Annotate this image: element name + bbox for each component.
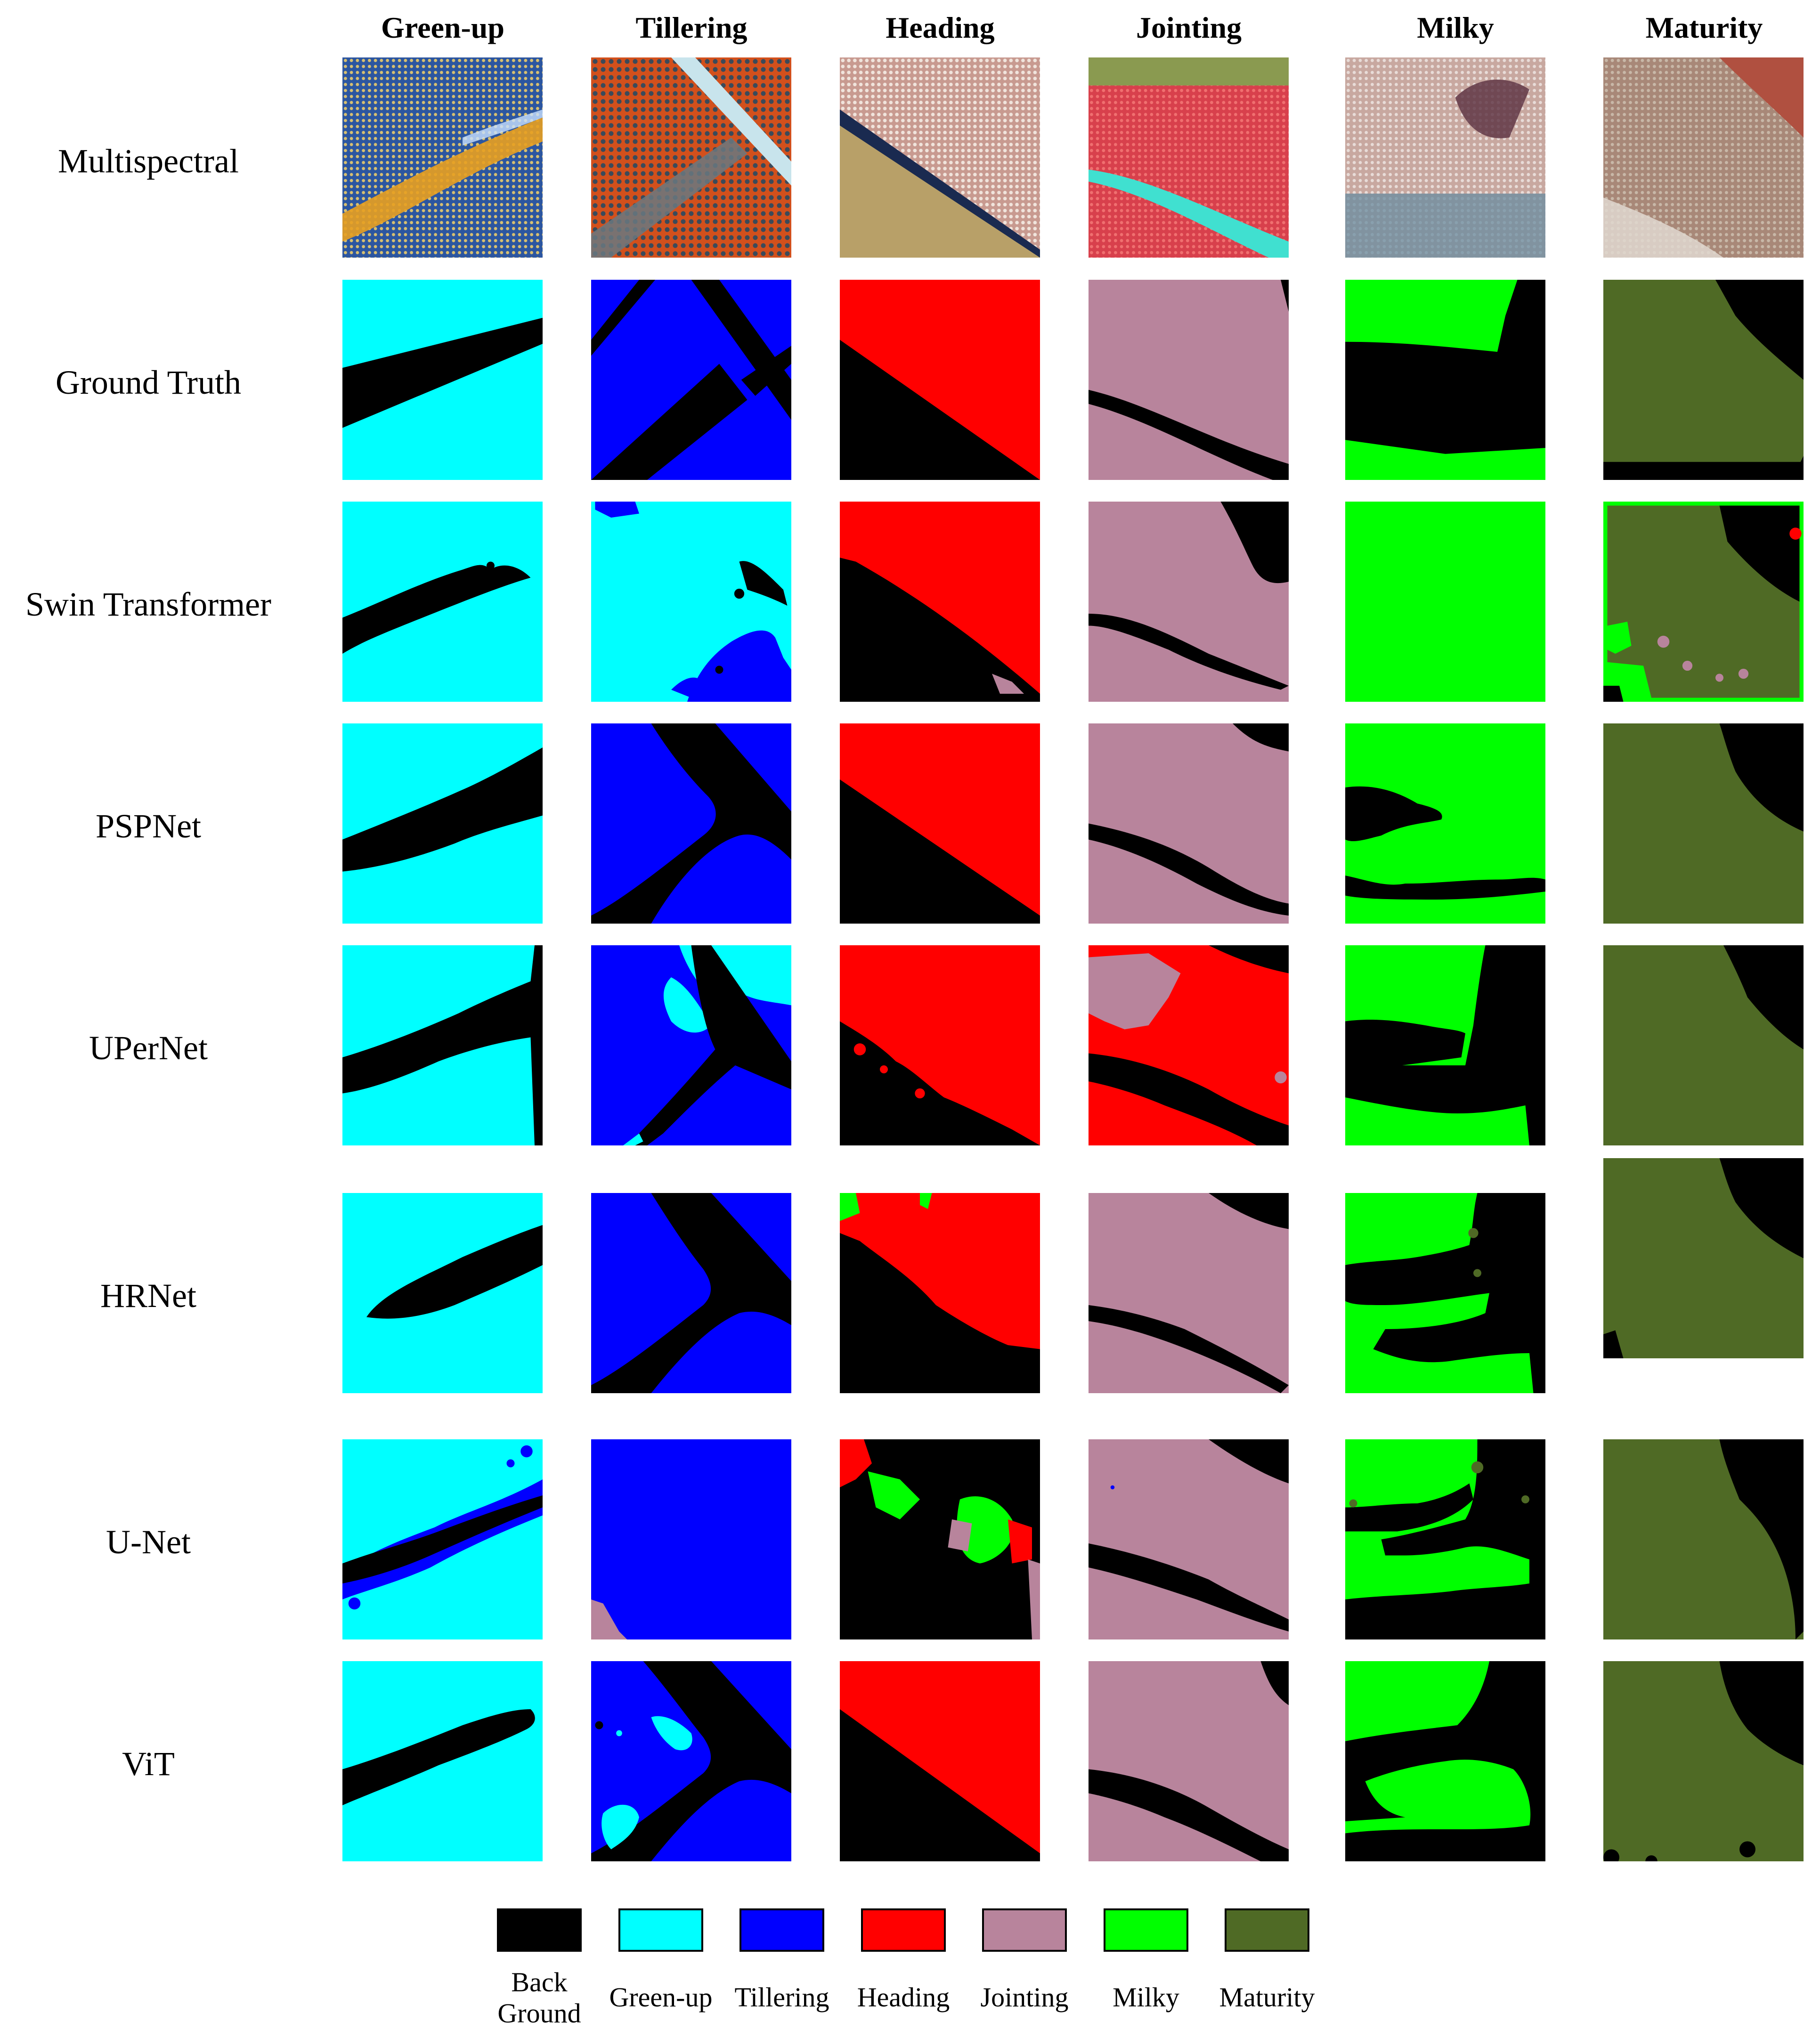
ground-truth-green-up — [342, 280, 543, 480]
row-label-multispectral: Multispectral — [58, 142, 239, 180]
legend-swatch-jointing — [982, 1908, 1067, 1952]
legend-swatch-maturity — [1225, 1908, 1309, 1952]
swin-transformer-jointing — [1089, 502, 1289, 702]
legend-label-tillering: Tillering — [734, 1982, 829, 2013]
upernet-jointing — [1089, 945, 1289, 1145]
pspnet-milky — [1345, 723, 1545, 924]
row-label-vit: ViT — [122, 1745, 175, 1783]
legend-swatch-heading — [861, 1908, 946, 1952]
vit-heading — [840, 1661, 1040, 1861]
legend-label-background-line2: Ground — [497, 1998, 581, 2029]
vit-green-up — [342, 1661, 543, 1861]
column-header-green-up: Green-up — [381, 11, 504, 44]
legend-label-heading: Heading — [857, 1982, 950, 2013]
swin-transformer-milky — [1345, 502, 1545, 702]
vit-jointing — [1089, 1661, 1289, 1861]
u-net-jointing — [1089, 1439, 1289, 1639]
hrnet-jointing — [1089, 1193, 1289, 1393]
pspnet-green-up — [342, 723, 543, 924]
hrnet-tillering — [591, 1193, 791, 1393]
column-header-milky: Milky — [1417, 11, 1494, 44]
ground-truth-maturity — [1603, 280, 1804, 480]
column-header-tillering: Tillering — [635, 11, 748, 44]
ground-truth-heading — [840, 280, 1040, 480]
multispectral-image-tillering — [591, 57, 791, 258]
u-net-tillering — [591, 1439, 791, 1639]
legend-swatch-background — [497, 1908, 582, 1952]
row-label-upernet: UPerNet — [89, 1029, 208, 1067]
vit-milky — [1345, 1661, 1545, 1861]
pspnet-tillering — [591, 723, 791, 924]
pspnet-maturity — [1603, 723, 1804, 924]
legend-label-maturity: Maturity — [1219, 1982, 1315, 2013]
u-net-milky — [1345, 1439, 1545, 1639]
upernet-heading — [840, 945, 1040, 1145]
upernet-tillering — [591, 945, 791, 1145]
hrnet-maturity — [1603, 1158, 1804, 1358]
multispectral-image-heading — [840, 57, 1040, 258]
legend-label-background: Back Ground — [473, 1967, 605, 2029]
legend-swatch-tillering — [739, 1908, 824, 1952]
column-header-maturity: Maturity — [1645, 11, 1763, 44]
vit-maturity — [1603, 1661, 1804, 1861]
u-net-maturity — [1603, 1439, 1804, 1639]
pspnet-heading — [840, 723, 1040, 924]
multispectral-image-jointing — [1089, 57, 1289, 258]
row-label-hrnet: HRNet — [100, 1277, 196, 1315]
upernet-maturity — [1603, 945, 1804, 1145]
legend-swatch-milky — [1104, 1908, 1188, 1952]
row-label-pspnet: PSPNet — [95, 807, 202, 845]
legend-label-jointing: Jointing — [980, 1982, 1069, 2013]
legend-swatch-green-up — [618, 1908, 703, 1952]
swin-transformer-green-up — [342, 502, 543, 702]
row-label-ground-truth: Ground Truth — [55, 364, 242, 401]
multispectral-image-green-up — [342, 57, 543, 258]
upernet-green-up — [342, 945, 543, 1145]
legend-label-milky: Milky — [1113, 1982, 1179, 2013]
swin-transformer-heading — [840, 502, 1040, 702]
u-net-heading — [840, 1439, 1040, 1639]
column-header-heading: Heading — [886, 11, 995, 44]
u-net-green-up — [342, 1439, 543, 1639]
hrnet-green-up — [342, 1193, 543, 1393]
column-header-jointing: Jointing — [1136, 11, 1242, 44]
legend-label-background-line1: Back — [511, 1967, 568, 1997]
upernet-milky — [1345, 945, 1545, 1145]
row-label-u-net: U-Net — [106, 1523, 191, 1561]
legend-label-green-up: Green-up — [609, 1982, 713, 2013]
vit-tillering — [591, 1661, 791, 1861]
ground-truth-milky — [1345, 280, 1545, 480]
swin-transformer-tillering — [591, 502, 791, 702]
ground-truth-tillering — [591, 280, 791, 480]
multispectral-image-milky — [1345, 57, 1545, 258]
swin-transformer-maturity — [1603, 502, 1804, 702]
hrnet-milky — [1345, 1193, 1545, 1393]
ground-truth-jointing — [1089, 280, 1289, 480]
multispectral-image-maturity — [1603, 57, 1804, 258]
pspnet-jointing — [1089, 723, 1289, 924]
hrnet-heading — [840, 1193, 1040, 1393]
row-label-swin-transformer: Swin Transformer — [25, 585, 272, 623]
